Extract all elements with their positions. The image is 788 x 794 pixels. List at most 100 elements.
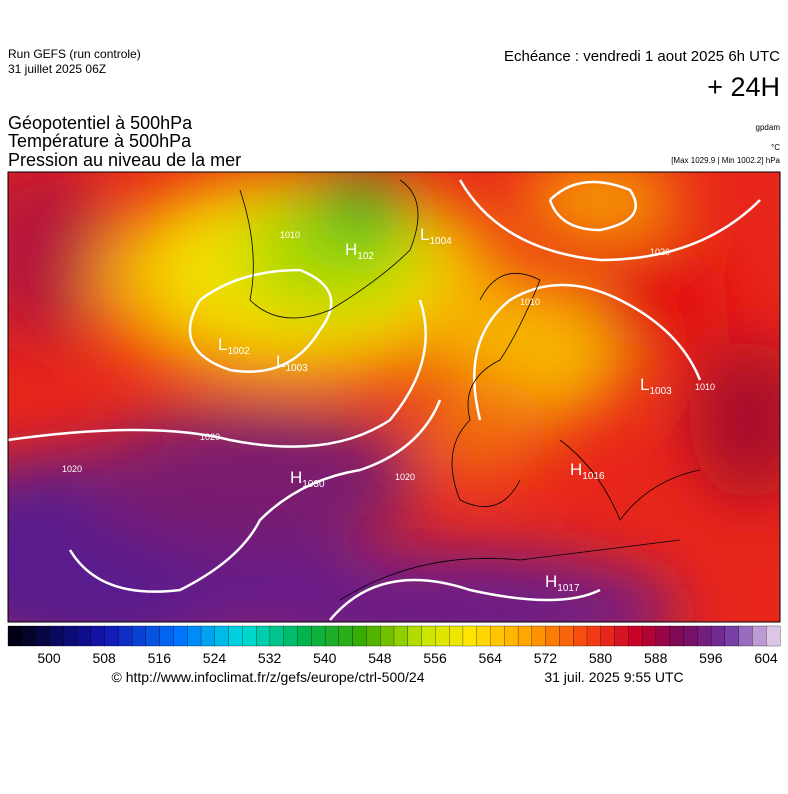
center-value: 1003 <box>285 363 308 374</box>
center-value: 102 <box>357 251 374 262</box>
colorbar-cell <box>90 625 105 647</box>
colorbar-cell <box>462 625 478 647</box>
map-frame <box>7 171 781 623</box>
isobar-label: 1010 <box>280 230 300 240</box>
colorbar-cell <box>214 625 230 647</box>
colorbar-tick-label: 580 <box>589 650 613 666</box>
pressure-center: L1003 <box>276 352 308 374</box>
colorbar-cell <box>297 625 312 647</box>
center-type: L <box>640 375 649 394</box>
colorbar-cell <box>766 625 781 647</box>
pressure-center: H1030 <box>290 468 325 490</box>
center-type: H <box>570 460 582 479</box>
footer-url: © http://www.infoclimat.fr/z/gefs/europe… <box>111 669 424 685</box>
colorbar-cell <box>159 625 174 647</box>
field: Géopotentiel à 500hPa <box>8 113 193 133</box>
colorbar-cell <box>531 625 547 647</box>
center-value: 1030 <box>302 479 325 490</box>
isobar-label: 1020 <box>395 472 415 482</box>
pressure-center: L1002 <box>218 335 250 357</box>
field: Pression au niveau de la mer <box>8 150 241 170</box>
map <box>8 172 780 622</box>
colorbar-cell <box>697 625 712 647</box>
colorbar-cell <box>614 625 629 647</box>
colorbar-cell <box>269 625 285 647</box>
center-type: L <box>276 352 285 371</box>
colorbar-cell <box>118 625 133 647</box>
center-type: L <box>420 225 429 244</box>
colorbar-cell <box>628 625 643 647</box>
run: Run GEFS (run controle) <box>8 47 141 61</box>
colorbar-tick-label: 516 <box>148 650 172 666</box>
pressure-center: L1004 <box>420 225 452 247</box>
isobar-label: 1010 <box>695 382 715 392</box>
colorbar-cell <box>669 625 684 647</box>
unit: °C <box>771 143 780 152</box>
colorbar-cell <box>255 625 271 647</box>
colorbar-tick-label: 588 <box>644 650 668 666</box>
colorbar-tick-label: 548 <box>368 650 392 666</box>
colorbar-cell <box>600 625 616 647</box>
map-labels: H1030L1002L1003H102L1004L1003H1016H10171… <box>62 225 715 594</box>
colorbar-tick-label: 596 <box>699 650 723 666</box>
colorbar-cell <box>7 625 23 647</box>
colorbar-cell <box>738 625 753 647</box>
colorbar-tick-label: 540 <box>313 650 337 666</box>
colorbar-cell <box>655 625 671 647</box>
colorbar-cell <box>380 625 395 647</box>
colorbar-cell <box>104 625 119 647</box>
isobar-label: 1020 <box>62 464 82 474</box>
colorbar-cell <box>21 625 37 647</box>
coastlines <box>239 179 701 601</box>
colorbar-cell <box>324 625 340 647</box>
lead-time: + 24H <box>707 72 780 102</box>
footer-time: 31 juil. 2025 9:55 UTC <box>544 669 683 685</box>
colorbar-cell <box>476 625 491 647</box>
center-type: H <box>290 468 302 487</box>
pressure-center: H1016 <box>570 460 605 482</box>
colorbar-cell <box>228 625 243 647</box>
colorbar-cell <box>641 625 657 647</box>
isobar-label: 1010 <box>520 297 540 307</box>
colorbar-tick-label: 564 <box>479 650 503 666</box>
isobar-label: 1020 <box>200 432 220 442</box>
colorbar-cell <box>200 625 216 647</box>
colorbar-cell <box>504 625 519 647</box>
field: Température à 500hPa <box>8 131 192 151</box>
colorbar-cell <box>448 625 464 647</box>
unit: [Max 1029.9 | Min 1002.2] hPa <box>671 156 780 165</box>
colorbar-cell <box>573 625 588 647</box>
unit: gpdam <box>756 123 781 132</box>
colorbar-cell <box>724 625 740 647</box>
colorbar-tick-label: 524 <box>203 650 227 666</box>
center-type: L <box>218 335 227 354</box>
colorbar-cell <box>242 625 257 647</box>
pressure-center: H102 <box>345 240 374 262</box>
center-value: 1017 <box>557 583 580 594</box>
colorbar-tick-label: 556 <box>423 650 447 666</box>
center-value: 1003 <box>649 386 672 397</box>
center-value: 1016 <box>582 471 605 482</box>
colorbar-cell <box>35 625 50 647</box>
colorbar-cell <box>366 625 381 647</box>
echeance: Echéance : vendredi 1 aout 2025 6h UTC <box>504 48 780 65</box>
colorbar-cell <box>311 625 326 647</box>
colorbar-cell <box>517 625 533 647</box>
colorbar-cell <box>490 625 505 647</box>
center-type: H <box>345 240 357 259</box>
colorbar-cell <box>435 625 450 647</box>
colorbar-cell <box>683 625 698 647</box>
isobar-lines <box>8 179 761 621</box>
colorbar-tick-label: 532 <box>258 650 282 666</box>
colorbar-cell <box>49 625 64 647</box>
colorbar-cell <box>131 625 147 647</box>
colorbar-tick-label: 508 <box>92 650 116 666</box>
colorbar-cell <box>187 625 202 647</box>
center-value: 1002 <box>227 346 250 357</box>
colorbar-cell <box>752 625 767 647</box>
colorbar-cell <box>145 625 161 647</box>
colorbar-cell <box>710 625 726 647</box>
colorbar-cell <box>407 625 423 647</box>
colorbar-cell <box>586 625 602 647</box>
